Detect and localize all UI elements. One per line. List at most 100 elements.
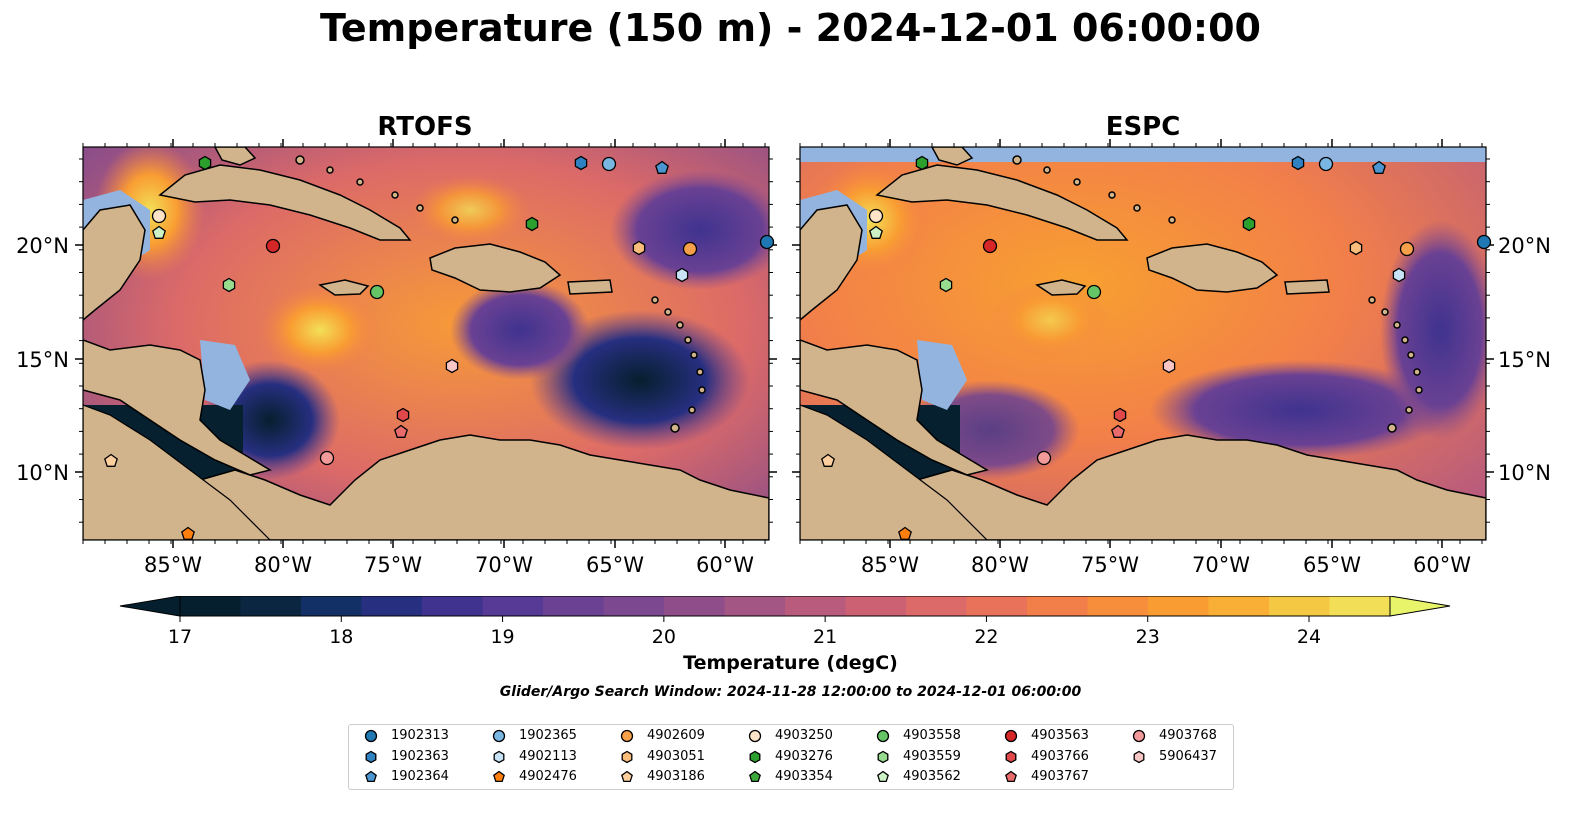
espc-float-marker bbox=[1242, 216, 1256, 232]
colorbar-tick-label: 17 bbox=[168, 626, 192, 648]
colorbar-bin bbox=[422, 596, 483, 616]
rtofs-map-frame bbox=[82, 146, 770, 541]
espc-float-marker bbox=[1372, 160, 1386, 174]
colorbar-bin bbox=[1329, 596, 1391, 616]
rtofs-float-marker bbox=[222, 277, 236, 293]
rtofs-lon-tick-label: 70°W bbox=[475, 553, 533, 577]
colorbar-bin bbox=[724, 596, 786, 616]
rtofs-float-marker bbox=[181, 526, 195, 540]
colorbar: 17 18 19 20 21 22 23 24 bbox=[119, 596, 1451, 648]
legend-marker bbox=[365, 750, 377, 763]
rtofs-float-marker bbox=[198, 155, 212, 171]
rtofs-float-marker bbox=[394, 424, 408, 438]
rtofs-float-marker bbox=[319, 450, 335, 466]
colorbar-bin bbox=[361, 596, 423, 616]
colorbar-tick-label: 23 bbox=[1136, 626, 1160, 648]
espc-float-marker bbox=[1349, 240, 1363, 256]
float-legend: 1902313 1902363 1902364 1902365 4902113 49024… bbox=[348, 724, 1234, 790]
espc-float-marker bbox=[939, 277, 953, 293]
legend-label: 5906437 bbox=[1159, 748, 1217, 764]
colorbar-bin bbox=[301, 596, 362, 616]
legend-marker bbox=[621, 770, 633, 783]
legend-label: 4903766 bbox=[1031, 748, 1089, 764]
colorbar-tick-label: 18 bbox=[329, 626, 353, 648]
espc-lon-tick-label: 70°W bbox=[1192, 553, 1250, 577]
legend-label: 4903767 bbox=[1031, 769, 1089, 784]
rtofs-float-marker bbox=[104, 453, 118, 467]
espc-float-marker bbox=[1036, 450, 1052, 466]
colorbar-bin bbox=[1087, 596, 1149, 616]
rtofs-lon-tick-label: 75°W bbox=[364, 553, 422, 577]
colorbar-bin bbox=[845, 596, 907, 616]
espc-map-frame bbox=[799, 146, 1487, 541]
legend-label: 4903354 bbox=[775, 769, 833, 784]
colorbar-bin bbox=[785, 596, 846, 616]
espc-panel-title: ESPC bbox=[1105, 112, 1181, 142]
legend-label: 1902364 bbox=[391, 769, 449, 784]
espc-lat-tick-label: 10°N bbox=[1498, 461, 1551, 485]
espc-float-marker bbox=[1111, 424, 1125, 438]
legend-label: 4903563 bbox=[1031, 728, 1089, 743]
legend-marker bbox=[1005, 770, 1017, 783]
legend-marker bbox=[364, 729, 378, 743]
espc-float-marker bbox=[898, 526, 912, 540]
espc-float-marker bbox=[869, 225, 883, 239]
rtofs-lat-tick-label: 10°N bbox=[16, 461, 69, 485]
colorbar-max-extension bbox=[1389, 596, 1451, 617]
rtofs-float-marker bbox=[655, 160, 669, 174]
rtofs-float-marker bbox=[152, 225, 166, 239]
rtofs-lon-tick-label: 60°W bbox=[696, 553, 754, 577]
espc-float-marker bbox=[982, 238, 998, 254]
legend-label: 4903250 bbox=[775, 728, 833, 743]
legend-label: 4903051 bbox=[647, 748, 705, 764]
espc-float-marker bbox=[821, 453, 835, 467]
legend-label: 4902476 bbox=[519, 769, 577, 784]
colorbar-bin bbox=[1208, 596, 1270, 616]
legend-marker bbox=[492, 729, 506, 743]
espc-float-marker bbox=[1086, 284, 1102, 300]
espc-float-marker bbox=[1399, 241, 1415, 257]
colorbar-bin bbox=[966, 596, 1028, 616]
rtofs-float-marker bbox=[574, 155, 588, 171]
espc-lon-tick-label: 75°W bbox=[1081, 553, 1139, 577]
colorbar-bin bbox=[240, 596, 302, 616]
colorbar-label: Temperature (degC) bbox=[683, 652, 898, 674]
colorbar-bin bbox=[1148, 596, 1209, 616]
legend-label: 4903559 bbox=[903, 748, 961, 764]
legend-label: 4902609 bbox=[647, 728, 705, 743]
colorbar-tick-label: 22 bbox=[974, 626, 998, 648]
legend-marker bbox=[748, 729, 762, 743]
colorbar-bin bbox=[543, 596, 604, 616]
colorbar-bin bbox=[1027, 596, 1088, 616]
colorbar-bin bbox=[482, 596, 544, 616]
legend-marker bbox=[1132, 729, 1146, 743]
rtofs-float-marker bbox=[632, 240, 646, 256]
rtofs-float-marker bbox=[396, 407, 410, 423]
espc-float-marker bbox=[1476, 234, 1492, 250]
legend-marker bbox=[877, 770, 889, 783]
colorbar-bin bbox=[603, 596, 665, 616]
colorbar-bin bbox=[664, 596, 725, 616]
espc-lat-tick-label: 15°N bbox=[1498, 348, 1551, 372]
legend-label: 1902363 bbox=[391, 748, 449, 764]
legend-label: 4903558 bbox=[903, 728, 961, 743]
espc-lon-tick-label: 60°W bbox=[1413, 553, 1471, 577]
legend-marker bbox=[620, 729, 634, 743]
legend-marker bbox=[621, 750, 633, 763]
espc-float-marker bbox=[915, 155, 929, 171]
legend-marker bbox=[493, 770, 505, 783]
rtofs-lon-tick-label: 85°W bbox=[144, 553, 202, 577]
espc-float-marker bbox=[1318, 156, 1334, 172]
rtofs-float-marker bbox=[682, 241, 698, 257]
rtofs-float-marker bbox=[369, 284, 385, 300]
legend-marker bbox=[749, 750, 761, 763]
legend-marker bbox=[1004, 729, 1018, 743]
rtofs-float-marker bbox=[759, 234, 775, 250]
legend-marker bbox=[1133, 750, 1145, 763]
colorbar-tick-label: 24 bbox=[1297, 626, 1321, 648]
search-window-caption: Glider/Argo Search Window: 2024-11-28 12… bbox=[499, 684, 1082, 700]
legend-marker bbox=[876, 729, 890, 743]
espc-map bbox=[800, 147, 1486, 540]
rtofs-lat-tick-label: 20°N bbox=[16, 234, 69, 258]
rtofs-panel-title: RTOFS bbox=[377, 112, 473, 142]
